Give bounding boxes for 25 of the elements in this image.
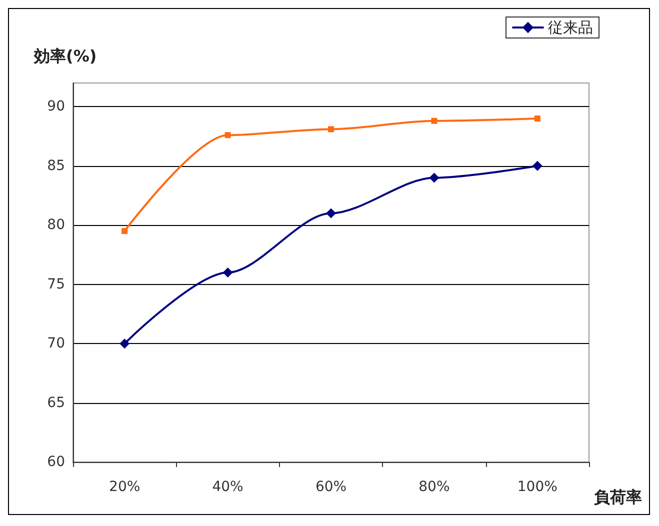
- y-tick-label: 85: [47, 158, 65, 174]
- x-tick-label: 40%: [212, 479, 244, 495]
- y-tick-label: 60: [47, 454, 65, 470]
- point: [222, 268, 233, 278]
- y-tick-label: 70: [47, 336, 65, 352]
- x-tick-label: 100%: [517, 479, 558, 495]
- y-tick-label: 75: [47, 276, 65, 292]
- legend-label: 従来品: [548, 18, 593, 36]
- y-tick-label: 90: [47, 98, 65, 115]
- point: [534, 116, 540, 122]
- point: [431, 118, 438, 124]
- point: [326, 208, 336, 218]
- y-tick-label: 65: [47, 394, 65, 411]
- point: [120, 338, 130, 349]
- point: [328, 126, 334, 132]
- y-axis-title: 効率(%): [33, 46, 97, 66]
- x-axis-title: 負荷率: [594, 488, 642, 506]
- point: [224, 132, 231, 138]
- point: [429, 172, 440, 183]
- x-tick-label: 80%: [418, 479, 450, 495]
- point: [532, 160, 542, 171]
- x-tick-label: 60%: [315, 479, 347, 495]
- x-tick-label: 20%: [109, 479, 140, 495]
- y-tick-label: 80: [47, 217, 65, 234]
- point: [122, 228, 128, 234]
